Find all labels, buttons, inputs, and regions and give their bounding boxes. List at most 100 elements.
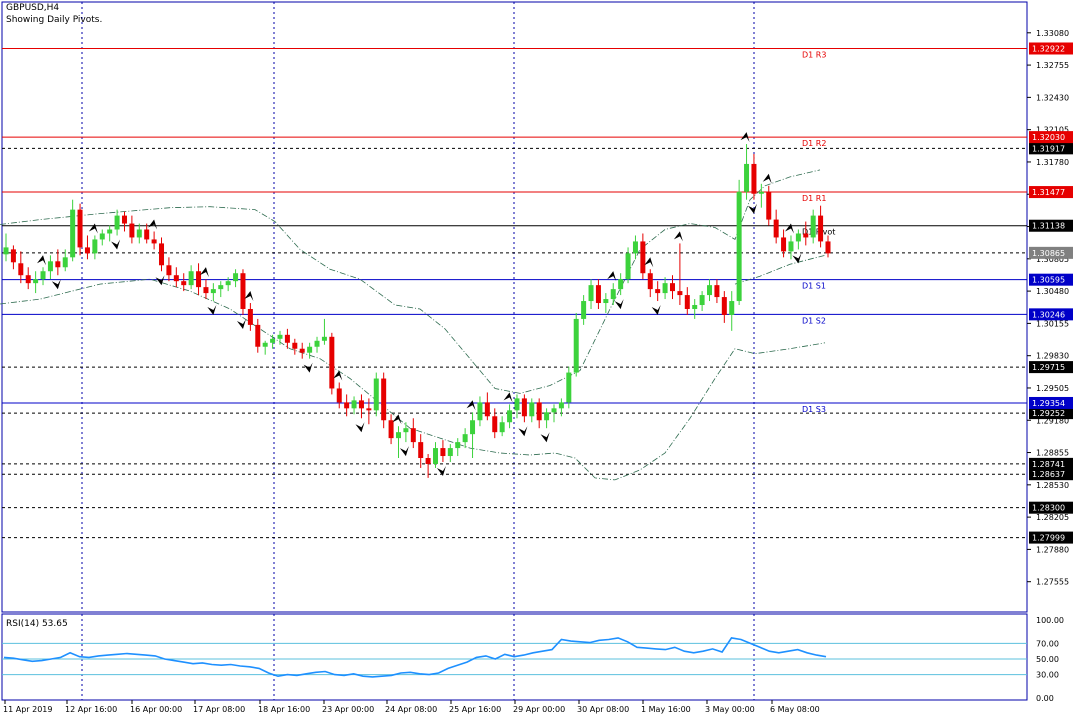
envelope-mid-line — [734, 254, 826, 285]
bear-candle — [684, 295, 690, 309]
price-tag-label: 1.28741 — [1032, 460, 1065, 469]
bear-candle — [203, 287, 209, 294]
pivot-tag-label: 1.31138 — [1032, 222, 1065, 231]
bull-candle — [403, 428, 409, 433]
pivot-label: D1 R2 — [802, 139, 826, 148]
fractal-up-arrow-icon — [673, 231, 683, 242]
bull-candle — [33, 279, 39, 284]
pivot-tag-label: 1.31477 — [1032, 188, 1065, 197]
price-tag-label: 1.28637 — [1032, 470, 1065, 479]
price-tag-label: 1.29715 — [1032, 363, 1065, 372]
bear-candle — [595, 285, 601, 304]
x-tick-label: 25 Apr 16:00 — [449, 705, 501, 714]
bear-candle — [818, 215, 824, 242]
y-tick-label: 1.28855 — [1036, 449, 1069, 458]
bear-candle — [10, 249, 16, 263]
bull-candle — [99, 233, 105, 240]
bear-candle — [77, 209, 83, 248]
bull-candle — [558, 402, 564, 409]
fractal-up-arrow-icon — [148, 219, 158, 230]
pivot-label: D1 R3 — [802, 50, 826, 59]
fractal-down-arrow-icon — [792, 253, 802, 264]
x-tick-label: 23 Apr 00:00 — [322, 705, 374, 714]
fractal-down-arrow-icon — [399, 446, 409, 457]
bull-candle — [70, 209, 76, 258]
bull-candle — [40, 271, 46, 280]
bear-candle — [181, 281, 187, 286]
pivot-tag-box — [1029, 186, 1073, 199]
bear-candle — [751, 163, 757, 194]
bull-candle — [632, 241, 638, 254]
bear-candle — [521, 398, 527, 417]
bear-candle — [284, 334, 290, 343]
candles-group — [3, 144, 831, 478]
fractal-up-arrow-icon — [466, 400, 476, 411]
bull-candle — [603, 299, 609, 304]
bull-candle — [47, 261, 53, 272]
x-tick-label: 3 May 00:00 — [705, 705, 755, 714]
fractal-up-arrow-icon — [88, 223, 98, 234]
bear-candle — [366, 408, 372, 411]
bear-candle — [84, 247, 90, 254]
fractal-down-arrow-icon — [51, 279, 61, 290]
bull-candle — [307, 346, 313, 353]
pivot-tag-box — [1029, 396, 1073, 409]
fractal-up-arrow-icon — [244, 291, 254, 302]
fractal-down-arrow-icon — [518, 426, 528, 437]
rsi-axis-label: 50.00 — [1036, 655, 1059, 664]
bull-candle — [107, 229, 113, 234]
price-tag-label: 1.30865 — [1032, 249, 1065, 258]
fractal-down-arrow-icon — [236, 318, 246, 329]
chart-subtitle: Showing Daily Pivots. — [6, 15, 103, 25]
bull-candle — [270, 338, 276, 343]
y-tick-label: 1.28530 — [1036, 481, 1069, 490]
price-tag-label: 1.27999 — [1032, 534, 1065, 543]
bear-candle — [121, 215, 127, 224]
rsi-axis-label: 70.00 — [1036, 639, 1059, 648]
bull-candle — [225, 281, 231, 286]
bull-candle — [795, 233, 801, 242]
bear-candle — [255, 324, 261, 347]
bear-candle — [247, 308, 253, 325]
bull-candle — [447, 448, 453, 457]
bear-candle — [721, 297, 727, 315]
rsi-indicator-label: RSI(14) 53.65 — [6, 619, 68, 629]
x-tick-label: 1 May 16:00 — [641, 705, 691, 714]
bear-candle — [292, 342, 298, 349]
bull-candle — [321, 336, 327, 341]
bear-candle — [440, 448, 446, 457]
bull-candle — [699, 295, 705, 306]
price-tag-box — [1029, 246, 1073, 259]
bull-candle — [736, 191, 742, 302]
bear-candle — [166, 265, 172, 276]
fractal-up-arrow-icon — [503, 392, 513, 403]
bull-candle — [707, 285, 713, 296]
bull-candle — [477, 402, 483, 421]
bull-candle — [581, 301, 587, 319]
price-tag-box — [1029, 531, 1073, 544]
bull-candle — [62, 257, 68, 268]
bull-candle — [395, 432, 401, 439]
x-tick-label: 11 Apr 2019 — [3, 705, 52, 714]
x-tick-label: 6 May 08:00 — [770, 705, 820, 714]
x-tick-label: 18 Apr 16:00 — [258, 705, 310, 714]
bear-candle — [418, 442, 424, 459]
bull-candle — [507, 410, 513, 423]
bull-candle — [433, 448, 439, 464]
x-tick-label: 17 Apr 08:00 — [193, 705, 245, 714]
bull-candle — [729, 301, 735, 315]
bear-candle — [344, 402, 350, 409]
fractal-up-arrow-icon — [392, 414, 402, 425]
bear-candle — [640, 241, 646, 274]
bull-candle — [744, 163, 750, 192]
fractal-up-arrow-icon — [37, 255, 47, 266]
pivot-tag-box — [1029, 219, 1073, 232]
price-tag-box — [1029, 501, 1073, 514]
y-tick-label: 1.32105 — [1036, 126, 1069, 135]
bull-candle — [277, 334, 283, 339]
bear-candle — [159, 243, 165, 266]
rsi-axis-label: 0.00 — [1036, 694, 1054, 703]
bull-candle — [529, 402, 535, 417]
